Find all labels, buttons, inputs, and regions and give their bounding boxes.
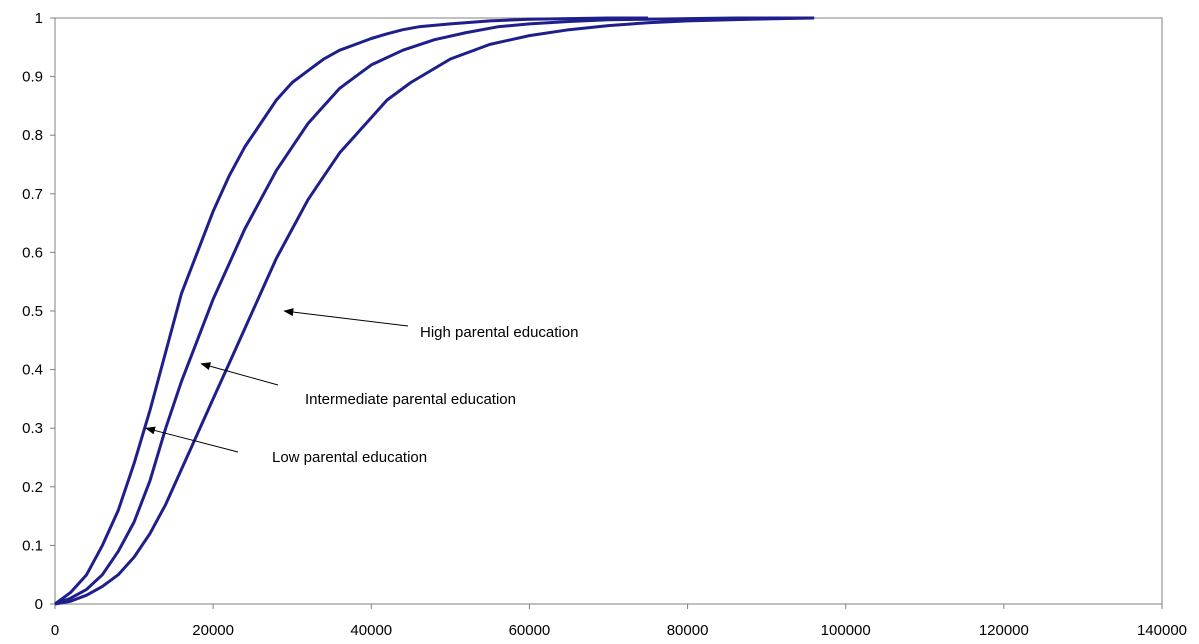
annotation-label: Intermediate parental education bbox=[305, 391, 516, 408]
series-line-low bbox=[54, 16, 648, 606]
annotation-arrow bbox=[144, 426, 239, 453]
y-tick-label: 0.3 bbox=[22, 420, 43, 437]
y-axis: 0 0.1 0.2 0.3 0.4 0.5 0.6 0.7 0.8 0.9 1 bbox=[22, 10, 55, 613]
annotation: High parental education bbox=[283, 308, 578, 341]
y-tick-label: 0 bbox=[35, 596, 43, 613]
annotation-arrow bbox=[283, 308, 409, 327]
x-tick-label: 80000 bbox=[667, 622, 709, 639]
y-tick-label: 0.2 bbox=[22, 479, 43, 496]
y-tick-label: 0.6 bbox=[22, 244, 43, 261]
y-tick-label: 0.7 bbox=[22, 186, 43, 203]
y-tick-label: 1 bbox=[35, 10, 43, 27]
y-tick-label: 0.8 bbox=[22, 127, 43, 144]
annotation: Low parental education bbox=[144, 426, 427, 466]
annotation-label: High parental education bbox=[420, 324, 578, 341]
y-tick-label: 0.5 bbox=[22, 303, 43, 320]
series-lines bbox=[54, 16, 815, 606]
x-tick-label: 140000 bbox=[1137, 622, 1187, 639]
annotation-arrow bbox=[200, 362, 279, 386]
annotations: High parental education Intermediate pare… bbox=[144, 308, 578, 466]
series-line-high bbox=[54, 16, 815, 606]
annotation: Intermediate parental education bbox=[200, 362, 516, 408]
series-line-intermediate bbox=[54, 16, 815, 606]
y-tick-label: 0.1 bbox=[22, 537, 43, 554]
x-tick-label: 40000 bbox=[350, 622, 392, 639]
x-tick-label: 120000 bbox=[979, 622, 1029, 639]
x-tick-label: 0 bbox=[51, 622, 59, 639]
x-tick-label: 60000 bbox=[509, 622, 551, 639]
y-tick-label: 0.4 bbox=[22, 362, 43, 379]
y-tick-label: 0.9 bbox=[22, 69, 43, 86]
x-tick-label: 100000 bbox=[821, 622, 871, 639]
x-tick-label: 20000 bbox=[192, 622, 234, 639]
annotation-label: Low parental education bbox=[272, 449, 427, 466]
x-axis: 0 20000 40000 60000 80000 100000 120000 140000 bbox=[51, 604, 1187, 639]
plot-area-frame bbox=[54, 17, 1163, 605]
